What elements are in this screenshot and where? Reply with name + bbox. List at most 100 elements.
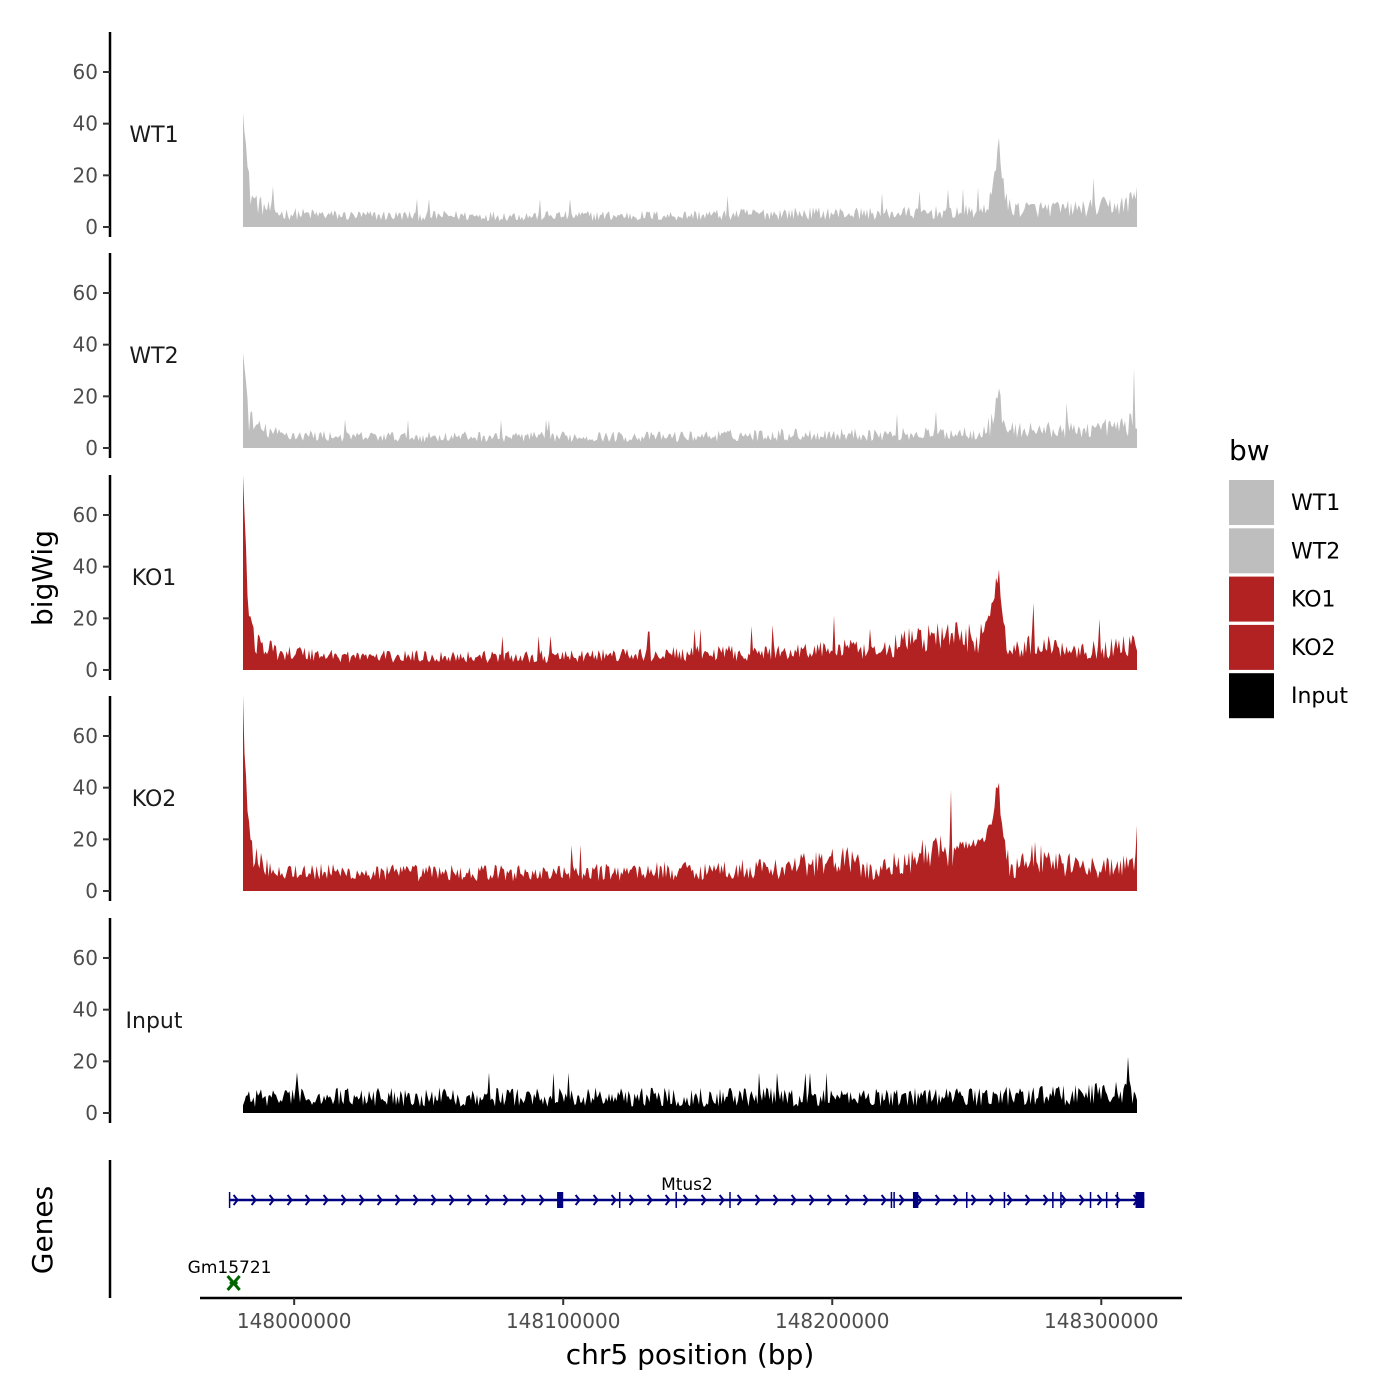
- strand-arrow: [358, 1194, 365, 1206]
- gene-marker: [226, 1275, 241, 1291]
- y-axis-title: bigWig: [26, 530, 59, 626]
- legend-label: WT2: [1291, 539, 1340, 564]
- x-tick-label: 148000000: [237, 1309, 352, 1333]
- strand-arrow: [1006, 1194, 1013, 1206]
- y-tick-label: 40: [73, 333, 98, 357]
- legend-title: bw: [1229, 434, 1270, 467]
- strand-arrow: [286, 1194, 293, 1206]
- strand-arrow: [268, 1194, 275, 1206]
- y-tick-label: 40: [73, 555, 98, 579]
- track-ko2: 0 20 40 60 KO2: [73, 695, 1137, 903]
- y-tick-label: 0: [85, 215, 98, 239]
- y-tick-label: 60: [73, 281, 98, 305]
- legend-label: KO2: [1291, 636, 1336, 661]
- strand-arrow: [1042, 1194, 1049, 1206]
- strand-arrow: [790, 1194, 797, 1206]
- y-tick-label: 0: [85, 1101, 98, 1125]
- strand-arrow: [232, 1194, 239, 1206]
- x-tick-label: 148200000: [775, 1309, 890, 1333]
- strand-arrow: [340, 1194, 347, 1206]
- strand-arrow: [412, 1194, 419, 1206]
- strand-arrow: [448, 1194, 455, 1206]
- track-label: KO2: [132, 787, 177, 812]
- strand-arrow: [844, 1194, 851, 1206]
- strand-arrow: [610, 1194, 617, 1206]
- y-tick-label: 40: [73, 776, 98, 800]
- strand-arrow: [1024, 1194, 1031, 1206]
- strand-arrow: [628, 1194, 635, 1206]
- x-axis: 148000000 148100000 148200000 148300000: [200, 1296, 1182, 1333]
- y-tick-label: 20: [73, 827, 98, 851]
- gene-gm15721: Gm15721: [188, 1258, 272, 1291]
- exon-block: [557, 1192, 564, 1208]
- x-tick-label: 148100000: [506, 1309, 621, 1333]
- legend: WT1 WT2 KO1 KO2 Input: [1229, 480, 1348, 719]
- gene-mtus2: Mtus2: [228, 1175, 1145, 1208]
- legend-label: WT1: [1291, 491, 1340, 516]
- x-tick-label: 148300000: [1044, 1309, 1159, 1333]
- strand-arrow: [592, 1194, 599, 1206]
- strand-arrow: [700, 1194, 707, 1206]
- y-tick-label: 40: [73, 998, 98, 1022]
- y-tick-label: 20: [73, 606, 98, 630]
- strand-arrow: [646, 1194, 653, 1206]
- track-input: 0 20 40 60 Input: [73, 918, 1137, 1125]
- strand-arrow: [304, 1194, 311, 1206]
- strand-arrow: [970, 1194, 977, 1206]
- strand-arrow: [250, 1194, 257, 1206]
- y-tick-label: 0: [85, 436, 98, 460]
- strand-arrow: [988, 1194, 995, 1206]
- strand-arrow: [394, 1194, 401, 1206]
- strand-arrow: [520, 1194, 527, 1206]
- coverage-area-ko1: [243, 475, 1137, 670]
- strand-arrow: [808, 1194, 815, 1206]
- track-wt2: 0 20 40 60 WT2: [73, 253, 1137, 460]
- legend-label: KO1: [1291, 588, 1336, 613]
- gene-label: Mtus2: [661, 1175, 713, 1195]
- y-tick-label: 0: [85, 658, 98, 682]
- coverage-tracks: 0 20 40 60 WT1 0 20 40 60 WT2 0 20 40 60 KO1 0 20 40 60 KO2…: [73, 32, 1137, 1125]
- strand-arrow: [502, 1194, 509, 1206]
- strand-arrow: [772, 1194, 779, 1206]
- strand-arrow: [574, 1194, 581, 1206]
- strand-arrow: [322, 1194, 329, 1206]
- legend-key-wt2: [1229, 528, 1274, 574]
- strand-arrow: [376, 1194, 383, 1206]
- gene-label: Gm15721: [188, 1258, 272, 1278]
- track-wt1: 0 20 40 60 WT1: [73, 32, 1137, 239]
- strand-arrow: [1078, 1194, 1085, 1206]
- strand-arrow: [538, 1194, 545, 1206]
- y-tick-label: 20: [73, 1049, 98, 1073]
- strand-arrow: [718, 1194, 725, 1206]
- strand-arrow: [466, 1194, 473, 1206]
- strand-arrow: [952, 1194, 959, 1206]
- gene-track: Mtus2 Gm15721: [108, 1160, 1145, 1298]
- y-tick-label: 60: [73, 724, 98, 748]
- strand-arrow: [664, 1194, 671, 1206]
- coverage-area-wt1: [243, 112, 1137, 227]
- legend-key-ko1: [1229, 576, 1274, 622]
- strand-arrow: [1096, 1194, 1103, 1206]
- genes-axis-title: Genes: [26, 1186, 59, 1274]
- track-label: KO1: [132, 566, 177, 591]
- strand-arrow: [1060, 1194, 1067, 1206]
- strand-arrow: [754, 1194, 761, 1206]
- coverage-area-input: [243, 1056, 1137, 1113]
- y-tick-label: 40: [73, 112, 98, 136]
- x-axis-title: chr5 position (bp): [566, 1338, 815, 1371]
- y-tick-label: 20: [73, 384, 98, 408]
- coverage-area-ko2: [243, 695, 1137, 891]
- strand-arrow: [880, 1194, 887, 1206]
- strand-arrow: [682, 1194, 689, 1206]
- track-label: Input: [126, 1009, 183, 1034]
- strand-arrow: [916, 1194, 923, 1206]
- track-ko1: 0 20 40 60 KO1: [73, 475, 1137, 682]
- coverage-area-wt2: [243, 353, 1137, 448]
- strand-arrow: [736, 1194, 743, 1206]
- strand-arrow: [862, 1194, 869, 1206]
- strand-arrow: [826, 1194, 833, 1206]
- strand-arrow: [898, 1194, 905, 1206]
- legend-label: Input: [1291, 684, 1348, 709]
- track-label: WT1: [129, 123, 178, 148]
